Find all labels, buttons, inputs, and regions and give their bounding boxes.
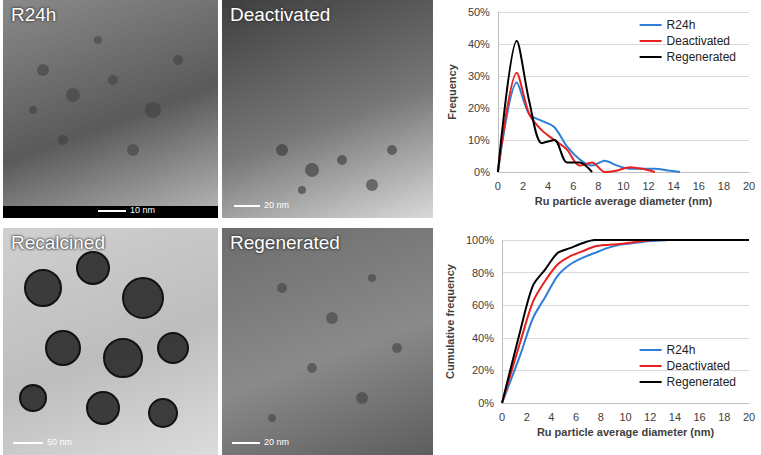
svg-text:0%: 0% bbox=[474, 166, 490, 178]
html-text:Regenerated: Regenerated bbox=[230, 232, 340, 253]
html-text:10 nm: 10 nm bbox=[130, 205, 155, 215]
svg-text:50%: 50% bbox=[468, 6, 490, 18]
html-text:20 nm: 20 nm bbox=[264, 437, 289, 447]
svg-text:10: 10 bbox=[617, 180, 629, 192]
svg-text:20%: 20% bbox=[472, 364, 494, 376]
svg-text:14: 14 bbox=[668, 180, 680, 192]
svg-text:40%: 40% bbox=[468, 38, 490, 50]
svg-text:0%: 0% bbox=[478, 397, 494, 409]
svg-text:8: 8 bbox=[595, 180, 601, 192]
svg-text:100%: 100% bbox=[466, 234, 494, 246]
svg-text:0: 0 bbox=[495, 180, 501, 192]
svg-text:Regenerated: Regenerated bbox=[667, 375, 736, 389]
svg-text:20: 20 bbox=[743, 411, 755, 423]
svg-text:Ru particle average diameter (: Ru particle average diameter (nm) bbox=[535, 195, 713, 207]
svg-text:2: 2 bbox=[520, 180, 526, 192]
svg-text:0: 0 bbox=[499, 411, 505, 423]
svg-text:14: 14 bbox=[669, 411, 681, 423]
svg-text:4: 4 bbox=[545, 180, 551, 192]
svg-text:Ru particle average diameter (: Ru particle average diameter (nm) bbox=[537, 426, 715, 438]
svg-text:6: 6 bbox=[570, 180, 576, 192]
svg-text:18: 18 bbox=[718, 180, 730, 192]
svg-text:10%: 10% bbox=[468, 134, 490, 146]
svg-text:18: 18 bbox=[718, 411, 730, 423]
svg-text:Deactivated: Deactivated bbox=[667, 359, 730, 373]
svg-text:16: 16 bbox=[693, 411, 705, 423]
svg-text:16: 16 bbox=[693, 180, 705, 192]
svg-text:40%: 40% bbox=[472, 332, 494, 344]
svg-text:10: 10 bbox=[619, 411, 631, 423]
svg-text:Frequency: Frequency bbox=[446, 63, 458, 120]
html-text:50 nm: 50 nm bbox=[47, 437, 72, 447]
html-text:Recalcined: Recalcined bbox=[11, 232, 105, 253]
html-text:20 nm: 20 nm bbox=[264, 200, 289, 210]
svg-text:20: 20 bbox=[743, 180, 755, 192]
html-text:R24h: R24h bbox=[11, 4, 57, 25]
svg-text:12: 12 bbox=[644, 411, 656, 423]
svg-text:30%: 30% bbox=[468, 70, 490, 82]
svg-text:6: 6 bbox=[573, 411, 579, 423]
svg-text:Deactivated: Deactivated bbox=[667, 34, 730, 48]
svg-text:60%: 60% bbox=[472, 299, 494, 311]
svg-text:R24h: R24h bbox=[667, 343, 696, 357]
svg-text:12: 12 bbox=[642, 180, 654, 192]
svg-text:Regenerated: Regenerated bbox=[667, 50, 736, 64]
svg-text:2: 2 bbox=[524, 411, 530, 423]
svg-text:Cumulative frequency: Cumulative frequency bbox=[444, 263, 456, 379]
svg-text:20%: 20% bbox=[468, 102, 490, 114]
html-text:Deactivated: Deactivated bbox=[230, 4, 331, 25]
svg-text:R24h: R24h bbox=[667, 18, 696, 32]
svg-text:80%: 80% bbox=[472, 267, 494, 279]
svg-text:4: 4 bbox=[548, 411, 554, 423]
svg-text:8: 8 bbox=[598, 411, 604, 423]
